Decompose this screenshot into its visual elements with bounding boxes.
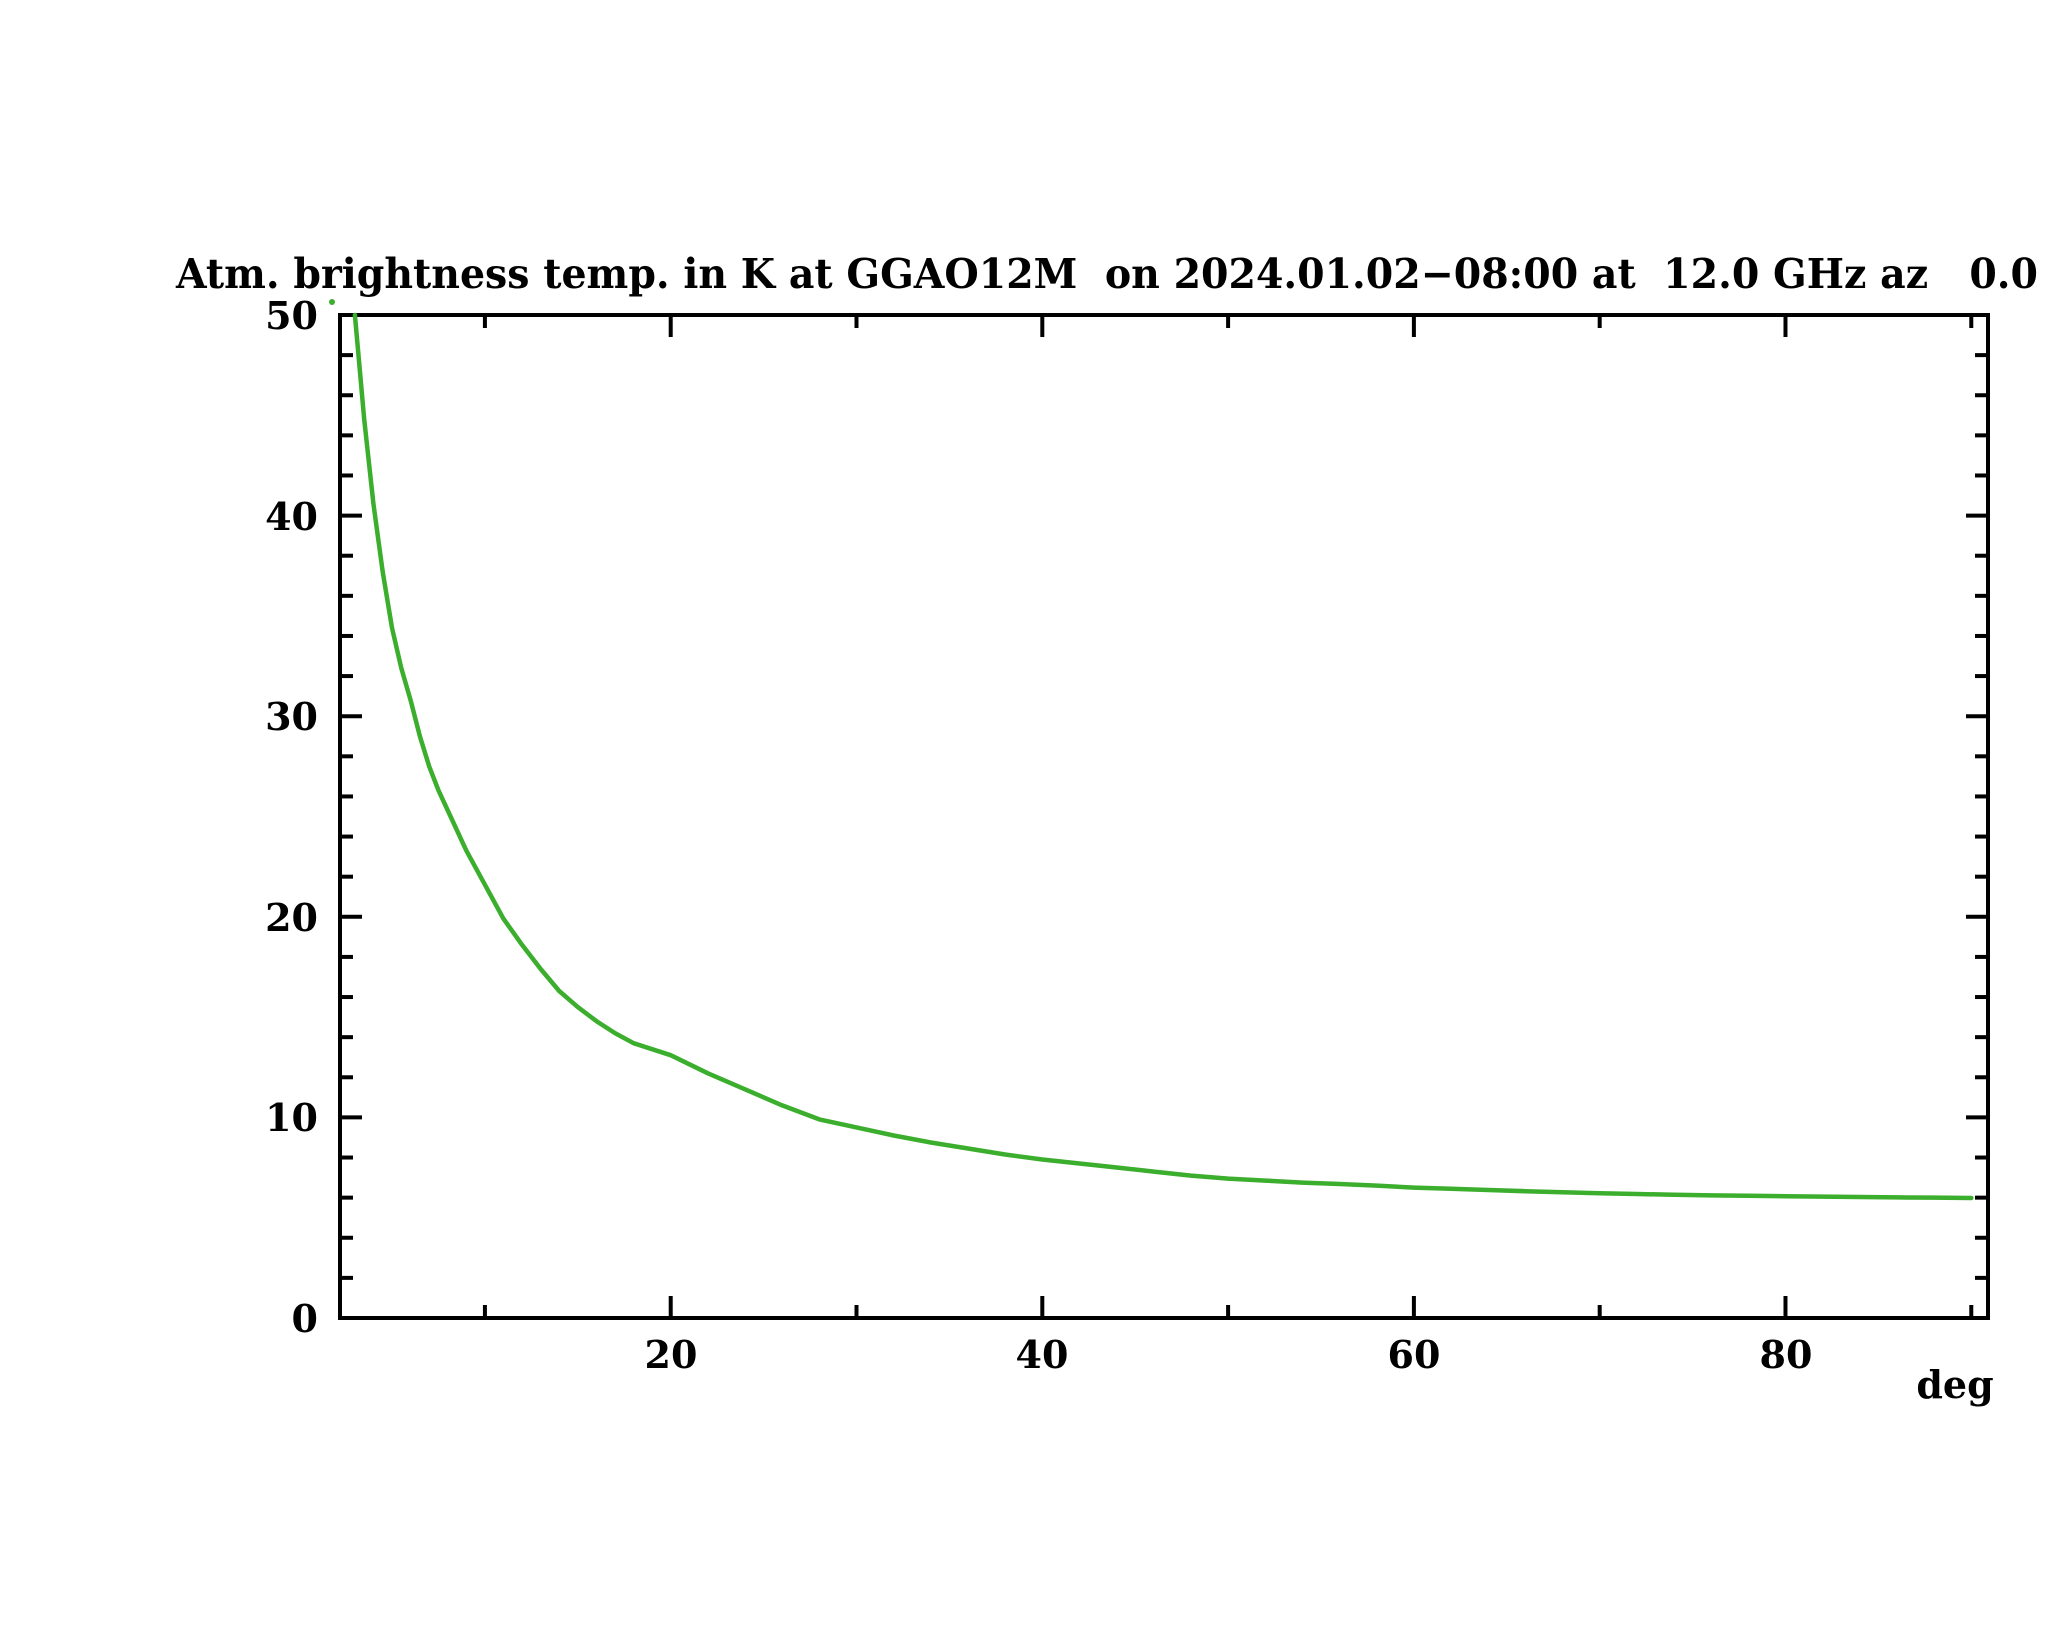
x-tick-label-60: 60 — [1388, 1332, 1441, 1377]
x-tick-label-80: 80 — [1760, 1332, 1813, 1377]
y-tick-label-10: 10 — [265, 1095, 318, 1140]
x-tick-label-20: 20 — [645, 1332, 698, 1377]
y-tick-label-20: 20 — [265, 895, 318, 940]
temperature-curve — [352, 312, 1974, 1201]
y-tick-label-30: 30 — [265, 694, 318, 739]
y-tick-label-50: 50 — [265, 293, 318, 338]
x-tick-label-40: 40 — [1016, 1332, 1069, 1377]
axis-ticks — [340, 313, 1988, 1320]
chart-title: Atm. brightness temp. in K at GGAO12M on… — [175, 250, 2038, 298]
y-tick-label-0: 0 — [292, 1296, 318, 1341]
y-tick-label-40: 40 — [265, 494, 318, 539]
clipped-curve-dot — [329, 299, 335, 305]
x-axis-unit-label: deg — [1916, 1362, 1993, 1407]
x-axis-labels: 20 40 60 80 — [645, 1332, 1813, 1377]
plot-frame — [338, 313, 1990, 1320]
y-axis-labels: 0 10 20 30 40 50 — [265, 293, 318, 1341]
